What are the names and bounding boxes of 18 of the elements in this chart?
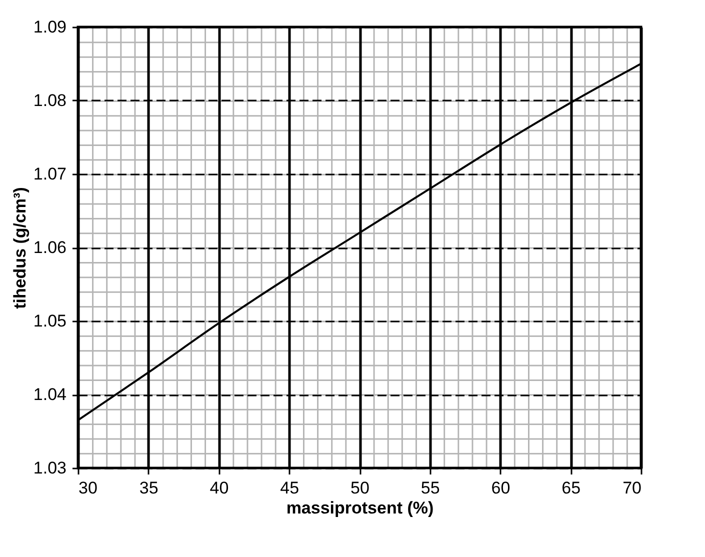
x-tick-label: 45: [280, 478, 300, 498]
x-tick-label: 50: [350, 478, 370, 498]
x-tick-label: 35: [139, 478, 158, 498]
x-axis-title: massiprotsent (%): [286, 498, 434, 518]
y-tick-label: 1.03: [33, 458, 66, 478]
y-tick-label: 1.06: [33, 238, 66, 257]
y-tick-label: 1.07: [33, 164, 66, 184]
x-tick-label: 65: [562, 478, 581, 498]
y-axis-title: tihedus (g/cm³): [10, 187, 30, 309]
x-tick-label: 55: [420, 478, 440, 498]
x-tick-label: 30: [78, 478, 98, 498]
x-tick-label: 60: [491, 478, 510, 498]
y-tick-label: 1.09: [33, 18, 66, 36]
x-tick-label: 40: [210, 478, 229, 498]
x-tick-label: 70: [622, 478, 642, 498]
y-tick-label: 1.08: [33, 91, 66, 110]
y-tick-label: 1.05: [33, 312, 66, 330]
y-tick-label: 1.04: [33, 385, 66, 404]
